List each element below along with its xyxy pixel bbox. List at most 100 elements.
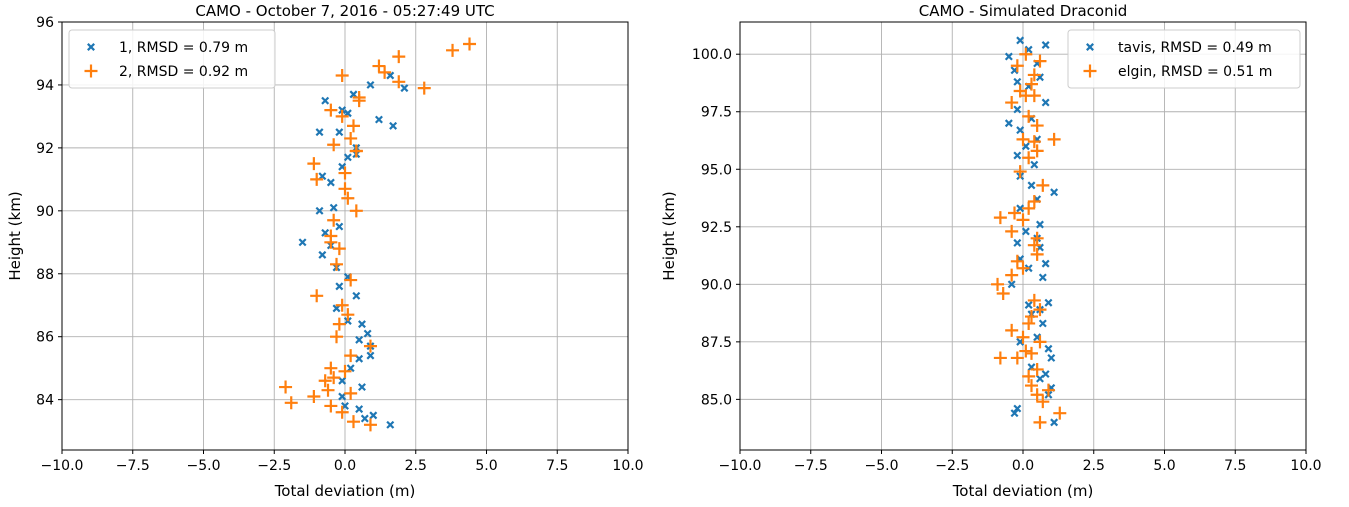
data-point [355, 335, 364, 344]
data-point [338, 364, 352, 378]
data-point [1038, 319, 1047, 328]
data-point [1027, 181, 1036, 190]
data-point [1021, 227, 1030, 236]
data-point [344, 349, 358, 363]
data-point [346, 415, 360, 429]
data-point [327, 213, 341, 227]
data-point [307, 157, 321, 171]
x-tick-label: 7.5 [546, 458, 568, 474]
y-tick-label: 97.5 [701, 105, 732, 121]
data-point [324, 235, 338, 249]
data-point [343, 153, 352, 162]
data-point [1022, 109, 1036, 123]
data-point [310, 289, 324, 303]
x-tick-label: −2.5 [257, 458, 291, 474]
data-point [1036, 178, 1050, 192]
chart-panel-1: −10.0 −7.5 −5.0 −2.5 0.0 2.5 5.0 7.5 10.0 84 86 88 9… [6, 2, 644, 500]
x-tick-label: 2.5 [405, 458, 427, 474]
data-point [330, 257, 344, 271]
data-point [991, 277, 1005, 291]
data-point [344, 131, 358, 145]
data-point [330, 330, 344, 344]
legend-label: tavis, RMSD = 0.49 m [1118, 40, 1272, 56]
data-point [284, 396, 298, 410]
data-point [463, 37, 477, 51]
data-point [1005, 323, 1019, 337]
data-point [307, 390, 321, 403]
legend-marker [1086, 43, 1094, 51]
data-point [315, 128, 324, 137]
data-point [321, 383, 335, 397]
data-point [993, 351, 1007, 365]
data-point [366, 351, 375, 360]
x-tick-label: 10.0 [1290, 458, 1321, 474]
data-point [279, 380, 293, 394]
data-point [1010, 254, 1024, 268]
data-point [310, 172, 324, 186]
chart-title: CAMO - Simulated Draconid [919, 2, 1128, 20]
x-tick-label: −10.0 [41, 458, 84, 474]
data-point [335, 298, 349, 312]
legend-label: 1, RMSD = 0.79 m [119, 40, 248, 56]
data-point [363, 418, 377, 432]
data-point [1033, 303, 1047, 317]
data-point [1027, 135, 1041, 149]
data-point [1016, 204, 1025, 213]
data-point [1016, 126, 1025, 135]
data-point [1016, 36, 1025, 45]
data-point [355, 405, 364, 414]
data-point [344, 386, 358, 400]
data-point [335, 128, 344, 137]
data-point [344, 273, 358, 287]
data-point [1013, 165, 1027, 179]
x-axis-label: Total deviation (m) [952, 482, 1094, 500]
legend-marker [87, 43, 95, 51]
data-point [1024, 379, 1038, 393]
legend-marker [1083, 64, 1097, 78]
data-point [341, 308, 355, 322]
y-axis-label: Height (km) [660, 191, 678, 280]
data-point [400, 84, 409, 93]
data-point [392, 50, 406, 64]
y-tick-label: 100.0 [692, 47, 732, 63]
legend: 1, RMSD = 0.79 m 2, RMSD = 0.92 m [68, 29, 276, 89]
legend-label: elgin, RMSD = 0.51 m [1118, 64, 1272, 80]
data-point [346, 119, 360, 133]
data-point [321, 96, 330, 105]
x-tick-label: −7.5 [116, 458, 150, 474]
data-point [1036, 395, 1050, 409]
data-point [446, 43, 460, 57]
data-point [1013, 77, 1022, 86]
data-point [332, 317, 346, 331]
data-point [1030, 144, 1044, 158]
data-point [417, 81, 431, 95]
y-tick-label: 96 [36, 15, 54, 31]
data-point [1010, 409, 1019, 418]
data-point [1005, 268, 1019, 282]
x-tick-label: 2.5 [1083, 458, 1105, 474]
data-point [1036, 220, 1044, 229]
data-point [372, 59, 386, 73]
data-point [352, 291, 361, 300]
data-point [1008, 206, 1022, 220]
chart-panel-2: −10.0 −7.5 −5.0 −2.5 0.0 2.5 5.0 7.5 10.0 85.0 87.… [660, 2, 1322, 500]
data-point [1041, 383, 1055, 397]
data-point [1030, 160, 1039, 169]
data-point [1016, 330, 1030, 344]
data-point [1027, 194, 1041, 208]
data-point [1038, 273, 1047, 282]
legend-marker [84, 64, 98, 78]
data-point [1013, 105, 1022, 114]
y-tick-label: 88 [36, 267, 54, 283]
data-point [378, 65, 392, 79]
data-point [1013, 404, 1022, 413]
x-tick-label: 0.0 [1012, 458, 1034, 474]
data-point [349, 204, 363, 218]
data-point [324, 361, 338, 375]
data-point [1027, 68, 1041, 82]
y-tick-label: 92 [36, 141, 54, 157]
y-tick-label: 92.5 [701, 220, 732, 236]
data-point [1041, 98, 1050, 107]
data-point [1022, 201, 1036, 215]
data-point [1030, 119, 1044, 133]
